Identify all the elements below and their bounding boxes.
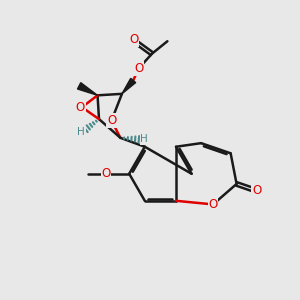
Text: O: O <box>252 184 262 197</box>
Polygon shape <box>122 78 136 94</box>
Text: O: O <box>208 198 218 211</box>
Text: O: O <box>134 62 143 75</box>
Text: H: H <box>140 134 148 144</box>
Text: H: H <box>77 127 85 136</box>
Text: O: O <box>130 33 139 46</box>
Polygon shape <box>77 83 98 95</box>
Text: O: O <box>101 167 111 180</box>
Text: O: O <box>76 101 85 114</box>
Text: O: O <box>107 114 116 127</box>
